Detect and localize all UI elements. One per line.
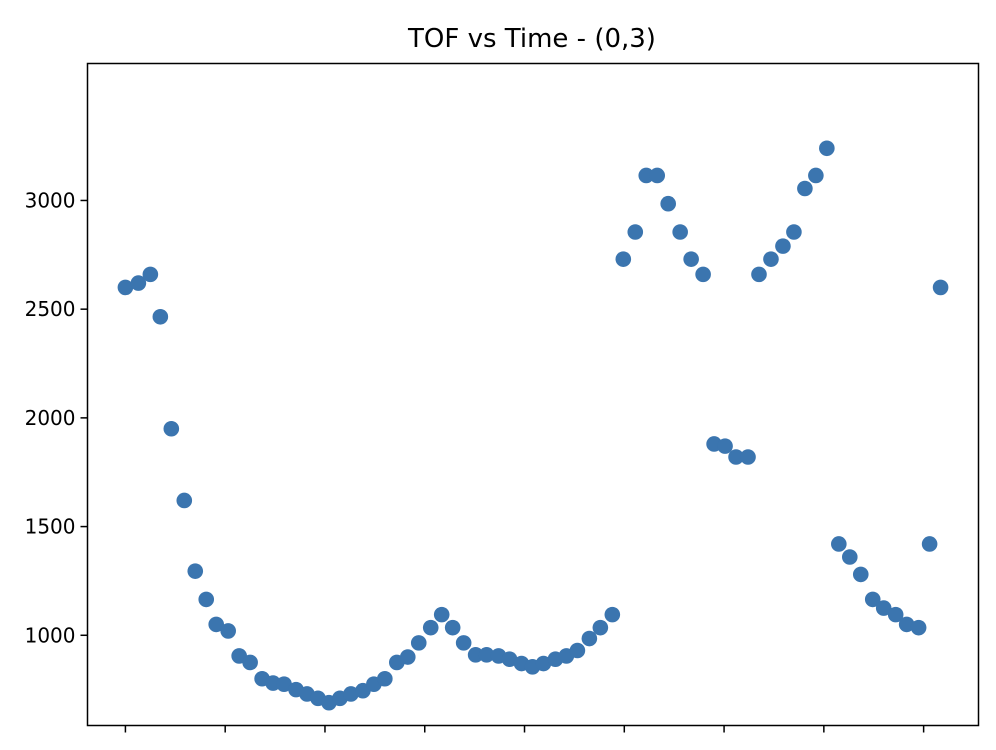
- chart-title: TOF vs Time - (0,3): [407, 24, 656, 54]
- data-point: [797, 180, 813, 197]
- data-point: [841, 549, 858, 565]
- data-point: [786, 224, 802, 240]
- data-point: [898, 616, 915, 633]
- data-point: [615, 251, 632, 267]
- y-axis: 1000 1500 2000 2500 3000: [25, 188, 88, 647]
- data-point: [377, 670, 393, 687]
- x-axis: [124, 725, 925, 733]
- data-point: [604, 606, 621, 623]
- data-point: [242, 654, 258, 671]
- data-point: [740, 449, 756, 465]
- data-point: [176, 492, 193, 509]
- data-point: [852, 566, 869, 583]
- data-point: [672, 224, 688, 240]
- data-point: [638, 167, 655, 184]
- data-point: [831, 536, 847, 552]
- data-point: [220, 623, 236, 639]
- data-point: [887, 606, 904, 623]
- y-tick-label: 2500: [25, 297, 76, 321]
- data-point: [478, 647, 495, 663]
- data-point: [569, 642, 586, 659]
- data-point: [467, 647, 484, 663]
- data-point: [410, 635, 427, 651]
- y-tick-label: 3000: [25, 188, 76, 212]
- data-point: [932, 279, 949, 296]
- data-point: [660, 195, 676, 212]
- data-point: [117, 279, 134, 296]
- data-point: [142, 266, 159, 283]
- data-point: [728, 449, 744, 465]
- data-point: [444, 619, 461, 636]
- data-point: [455, 635, 472, 651]
- data-point: [649, 167, 666, 184]
- data-point: [433, 606, 450, 623]
- data-point: [819, 140, 835, 157]
- data-point: [152, 308, 169, 325]
- data-point: [808, 167, 824, 184]
- data-point: [875, 600, 892, 616]
- data-point: [775, 238, 791, 254]
- y-tick-label: 1000: [25, 623, 76, 647]
- data-point: [864, 591, 881, 608]
- data-point: [343, 686, 359, 702]
- data-point: [163, 420, 180, 437]
- data-point: [910, 619, 927, 636]
- y-tick-label: 2000: [25, 406, 76, 430]
- data-point: [683, 251, 699, 267]
- data-point: [717, 438, 733, 454]
- data-points: [117, 140, 949, 711]
- data-point: [187, 563, 204, 579]
- data-point: [130, 275, 147, 291]
- data-point: [751, 266, 767, 283]
- data-point: [276, 676, 292, 692]
- data-point: [695, 266, 711, 283]
- data-point: [422, 619, 439, 636]
- plot-frame: [86, 62, 980, 727]
- data-point: [208, 616, 225, 633]
- data-point: [501, 651, 518, 667]
- data-point: [198, 591, 215, 608]
- data-point: [535, 655, 552, 672]
- y-tick-label: 1500: [25, 515, 76, 539]
- data-point: [921, 536, 938, 552]
- data-point: [627, 224, 644, 240]
- data-point: [592, 619, 609, 636]
- data-point: [763, 251, 779, 267]
- data-point: [399, 649, 416, 665]
- data-point: [581, 630, 598, 647]
